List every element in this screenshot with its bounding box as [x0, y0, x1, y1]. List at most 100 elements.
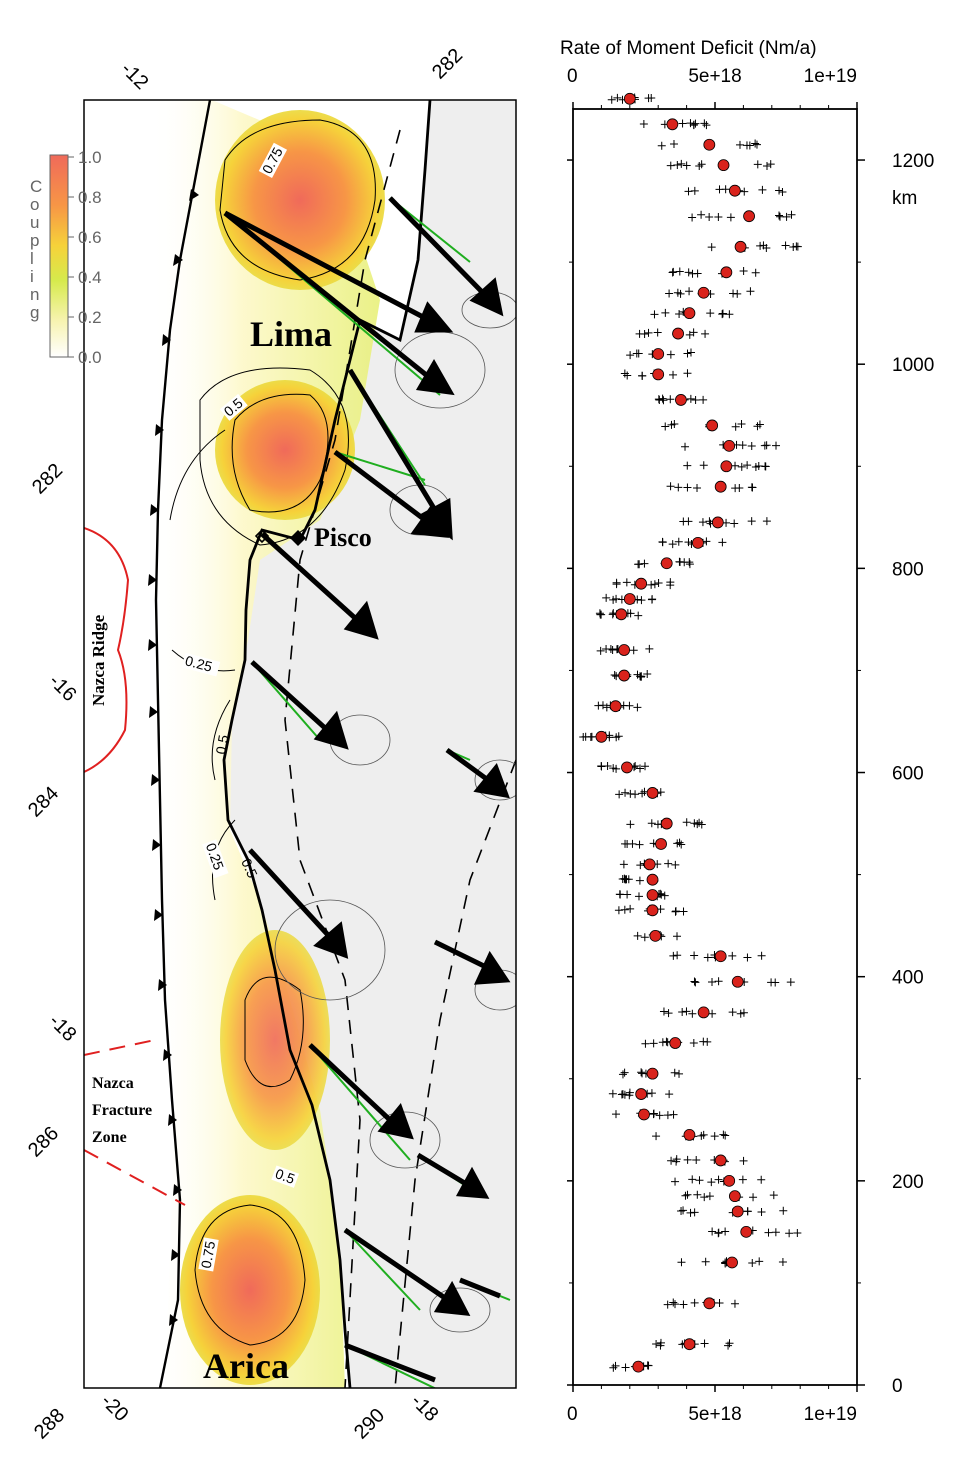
ensemble-cross — [644, 328, 653, 337]
ensemble-cross — [725, 1339, 734, 1348]
deficit-point — [669, 1037, 682, 1049]
ensemble-cross — [700, 1193, 709, 1202]
ensemble-cross — [690, 1298, 699, 1307]
ensemble-cross — [700, 119, 709, 128]
ensemble-cross — [679, 1300, 688, 1309]
y-tick-label: 800 — [892, 559, 924, 580]
ensemble-cross — [597, 761, 606, 770]
deficit-point — [646, 889, 659, 901]
ensemble-cross — [666, 161, 675, 170]
fracture-zone-line-3: Zone — [92, 1129, 127, 1146]
ensemble-cross — [673, 161, 682, 170]
ensemble-cross — [690, 977, 699, 986]
deficit-point — [643, 858, 656, 871]
ensemble-cross — [641, 1039, 650, 1048]
ensemble-cross — [771, 978, 780, 987]
ensemble-cross — [612, 764, 621, 773]
ensemble-cross — [649, 1109, 658, 1118]
frame-label: -20 — [96, 1390, 132, 1426]
ensemble-cross — [667, 1156, 676, 1165]
ensemble-cross — [643, 670, 652, 679]
ensemble-cross — [730, 1299, 739, 1308]
ensemble-cross — [686, 1208, 695, 1217]
pisco-site-marker — [254, 528, 270, 544]
ensemble-cross — [657, 141, 666, 150]
ensemble-cross — [701, 1257, 710, 1266]
ensemble-cross — [748, 1258, 757, 1267]
ensemble-cross — [621, 1363, 630, 1372]
ensemble-cross — [620, 905, 629, 914]
frame-label: -18 — [44, 1010, 80, 1046]
ensemble-cross — [635, 876, 644, 885]
ensemble-cross — [742, 141, 751, 150]
ensemble-cross — [637, 596, 646, 605]
deficit-point — [740, 1225, 753, 1238]
ensemble-cross — [688, 213, 697, 222]
ensemble-cross — [612, 733, 621, 742]
ensemble-cross — [682, 818, 691, 827]
colorbar-tick: 0.4 — [78, 268, 102, 287]
label-nazca-ridge: Nazca Ridge — [89, 614, 108, 706]
ensemble-cross — [705, 1192, 714, 1201]
ensemble-cross — [731, 461, 740, 470]
ensemble-cross — [739, 267, 748, 276]
ensemble-cross — [675, 310, 684, 319]
ensemble-cross — [661, 308, 670, 317]
ensemble-cross — [645, 644, 654, 653]
ensemble-cross — [633, 703, 642, 712]
frame-label: -18 — [406, 1390, 442, 1426]
ensemble-cross — [614, 906, 623, 915]
label-nazca-fracture-zone: Nazca Fracture Zone — [92, 1075, 152, 1146]
colorbar-tick: 0.8 — [78, 188, 102, 207]
ensemble-cross — [668, 268, 677, 277]
ensemble-cross — [659, 1007, 668, 1016]
y-axis-label: km — [892, 188, 917, 209]
ensemble-cross — [679, 1206, 688, 1215]
ensemble-cross — [644, 1361, 653, 1370]
ensemble-cross — [703, 953, 712, 962]
ensemble-cross — [769, 1191, 778, 1200]
ensemble-cross — [677, 840, 686, 849]
ensemble-cross — [689, 1039, 698, 1048]
ensemble-cross — [656, 1341, 665, 1350]
ensemble-cross — [677, 1258, 686, 1267]
ensemble-cross — [678, 1007, 687, 1016]
ensemble-cross — [661, 422, 670, 431]
frame-label: 290 — [350, 1404, 389, 1443]
ensemble-cross — [623, 890, 632, 899]
deficit-point — [697, 286, 710, 299]
ensemble-cross — [706, 309, 715, 318]
ensemble-cross — [675, 1069, 684, 1078]
moment-deficit-plot: Rate of Moment Deficit (Nm/a) 0 5e+18 1e+1… — [560, 38, 934, 1425]
ensemble-cross — [702, 537, 711, 546]
ensemble-cross — [688, 1009, 697, 1018]
ensemble-cross — [781, 241, 790, 250]
ensemble-cross — [671, 860, 680, 869]
ensemble-cross — [699, 461, 708, 470]
land-area — [210, 100, 516, 1388]
ensemble-cross — [579, 732, 588, 741]
pisco-marker — [290, 530, 306, 546]
frame-label: 282 — [428, 44, 467, 83]
ensemble-cross — [718, 309, 727, 318]
ensemble-cross — [658, 394, 667, 403]
ensemble-cross — [629, 646, 638, 655]
ensemble-cross — [671, 907, 680, 916]
ensemble-cross — [692, 1156, 701, 1164]
ensemble-cross — [747, 517, 756, 526]
ensemble-cross — [743, 461, 752, 470]
deficit-point — [623, 593, 636, 605]
ensemble-cross — [786, 978, 795, 987]
y-tick-label: 1000 — [892, 355, 934, 376]
ensemble-cross — [691, 978, 700, 987]
colorbar-tick: 0.6 — [78, 228, 102, 247]
ensemble-cross — [674, 483, 683, 492]
ensemble-cross — [609, 595, 618, 604]
ensemble-cross — [691, 119, 700, 128]
ensemble-cross — [689, 328, 698, 337]
ensemble-cross — [669, 267, 678, 276]
deficit-point — [672, 327, 684, 340]
ensemble-cross — [674, 537, 683, 546]
ensemble-cross — [746, 287, 755, 296]
ensemble-cross — [708, 978, 717, 987]
